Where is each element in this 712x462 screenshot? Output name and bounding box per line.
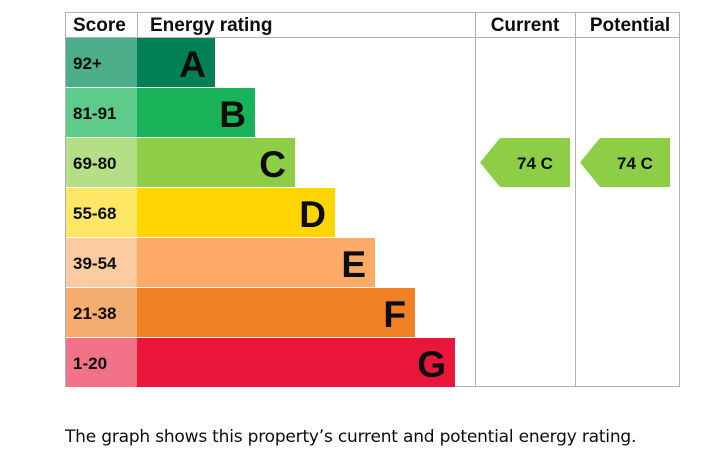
current-rating-marker <box>480 138 570 187</box>
band-letter-a: A <box>179 44 206 85</box>
current-rating-marker-label: 74 C <box>517 154 553 173</box>
header-score: Score <box>73 15 126 36</box>
score-label-f: 21-38 <box>73 304 116 323</box>
score-label-g: 1-20 <box>73 354 107 373</box>
header-current: Current <box>491 15 560 36</box>
band-letter-e: E <box>341 244 366 285</box>
score-label-d: 55-68 <box>73 204 116 223</box>
score-cell-d <box>66 188 137 237</box>
band-bar-c <box>137 138 295 187</box>
potential-rating-marker <box>580 138 670 187</box>
chart-caption: The graph shows this property’s current … <box>65 427 637 447</box>
band-bar-f <box>137 288 415 337</box>
rating-markers: 74 C 74 C <box>480 138 670 187</box>
potential-rating-marker-label: 74 C <box>617 154 653 173</box>
band-letter-c: C <box>259 144 286 185</box>
band-bar-g <box>137 338 455 387</box>
header-energy-rating: Energy rating <box>150 15 272 36</box>
score-label-b: 81-91 <box>73 104 116 123</box>
score-cell-a <box>66 38 137 87</box>
score-cell-g <box>66 338 137 387</box>
energy-rating-chart: Score Energy rating Current Potential 92… <box>65 12 680 387</box>
band-letter-b: B <box>219 94 246 135</box>
score-label-e: 39-54 <box>73 254 117 273</box>
band-bar-b <box>137 88 255 137</box>
band-bar-e <box>137 238 375 287</box>
score-label-c: 69-80 <box>73 154 116 173</box>
band-bar-d <box>137 188 335 237</box>
band-letter-f: F <box>383 294 406 335</box>
score-cell-f <box>66 288 137 337</box>
band-letter-d: D <box>299 194 326 235</box>
band-letter-g: G <box>417 344 446 385</box>
score-cell-c <box>66 138 137 187</box>
band-bar-a <box>137 38 215 87</box>
score-cell-b <box>66 88 137 137</box>
header-potential: Potential <box>590 15 670 36</box>
rating-bands: 92+ A 81-91 B 69-80 C 55-68 D 39-54 E 21-38 F 1-20 G <box>66 38 455 387</box>
score-cell-e <box>66 238 137 287</box>
score-label-a: 92+ <box>73 54 102 73</box>
